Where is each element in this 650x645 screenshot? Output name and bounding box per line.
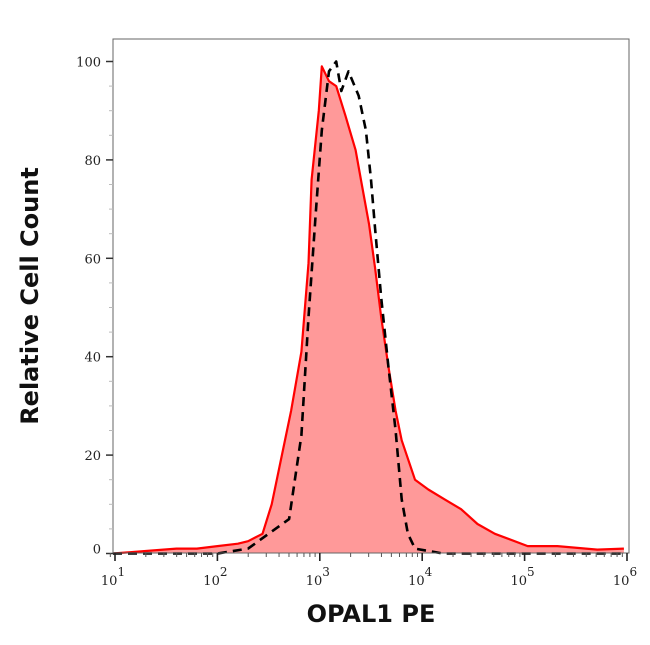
series-line-0 xyxy=(112,65,624,555)
x-tick-base: 10 xyxy=(101,574,118,589)
series-fill-0 xyxy=(113,66,624,554)
y-tick-label: 100 xyxy=(76,56,101,71)
x-tick-exponent: 6 xyxy=(629,565,637,579)
x-tick-label: 101 xyxy=(101,565,125,589)
plot-area xyxy=(112,60,624,555)
x-tick-label: 104 xyxy=(408,565,433,589)
y-axis-label: Relative Cell Count xyxy=(16,167,44,425)
y-tick-label: 80 xyxy=(84,154,101,169)
y-tick-label: 0 xyxy=(93,543,101,558)
x-tick-exponent: 1 xyxy=(117,565,125,579)
x-tick-label: 103 xyxy=(306,565,330,589)
x-tick-base: 10 xyxy=(203,574,220,589)
x-tick-base: 10 xyxy=(613,574,630,589)
x-tick-label: 106 xyxy=(613,565,637,589)
y-axis: 0 20 40 60 80 100 xyxy=(76,56,113,558)
x-tick-exponent: 3 xyxy=(322,565,330,579)
x-tick-exponent: 4 xyxy=(425,565,433,579)
series-line-1 xyxy=(113,60,624,555)
x-tick-base: 10 xyxy=(511,574,528,589)
y-tick-label: 60 xyxy=(84,252,101,267)
y-tick-label: 40 xyxy=(84,351,101,366)
x-tick-base: 10 xyxy=(306,574,323,589)
x-tick-exponent: 5 xyxy=(527,565,535,579)
plot-frame xyxy=(112,38,630,554)
x-tick-exponent: 2 xyxy=(220,565,228,579)
x-tick-label: 102 xyxy=(203,565,227,589)
y-tick-label: 20 xyxy=(84,449,101,464)
x-tick-base: 10 xyxy=(408,574,425,589)
x-axis-label: OPAL1 PE xyxy=(307,600,436,628)
x-tick-label: 105 xyxy=(511,565,535,589)
